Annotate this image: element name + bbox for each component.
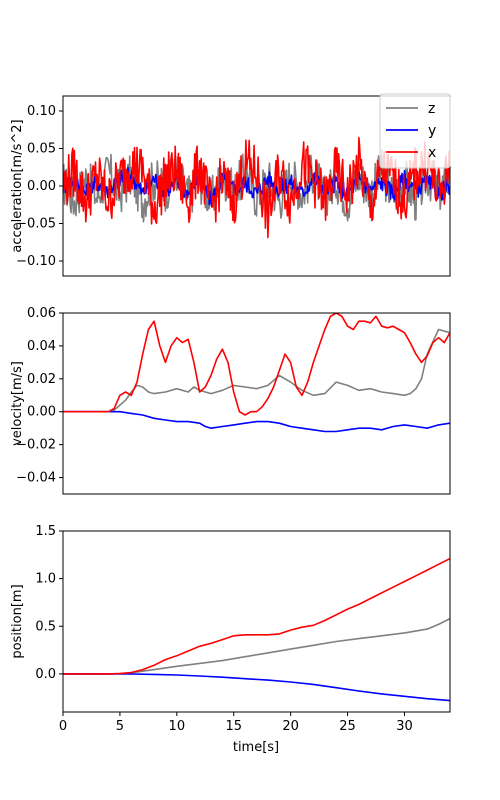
x-tick-label: 0 (59, 719, 67, 734)
y-tick-label: 0.00 (27, 405, 56, 420)
y-axis-label: position[m] (10, 584, 25, 658)
y-tick-label: −0.10 (16, 254, 56, 269)
x-axis-label: time[s] (233, 740, 279, 755)
y-tick-label: 0.02 (27, 372, 56, 387)
y-tick-label: 1.0 (35, 572, 56, 587)
y-tick-label: 0.0 (35, 667, 56, 682)
legend: zyx (379, 93, 451, 169)
legend-label-x: x (428, 145, 436, 161)
y-axis-label: acceleration[m/s^2] (10, 119, 25, 252)
series-line-x (63, 313, 450, 416)
plot-frame (62, 312, 451, 495)
x-tick-label: 15 (225, 719, 242, 734)
series-line-z (63, 617, 450, 675)
y-tick-label: 0.05 (27, 142, 56, 157)
y-tick-label: 0.06 (27, 306, 56, 321)
plot-frame (62, 530, 451, 713)
series-line-x (63, 136, 450, 239)
x-tick-label: 30 (396, 719, 413, 734)
acceleration-panel: −0.10 −0.05 0.00 0.05 0.10acceleration[m/s^2… (10, 93, 451, 277)
x-tick-label: 20 (282, 719, 299, 734)
x-tick-label: 25 (339, 719, 356, 734)
x-tick-label: 10 (169, 719, 186, 734)
series-line-x (63, 557, 450, 675)
y-tick-label: 0.00 (27, 179, 56, 194)
y-tick-label: −0.02 (16, 438, 56, 453)
series-line-y (63, 673, 450, 702)
position-panel: 0.0 0.5 1.0 1.5 0 5 10 15 20 25 30 position[m] (10, 524, 451, 734)
velocity-panel: −0.04 −0.02 0.00 0.02 0.04 0.06 velocity[m/s] (10, 306, 451, 495)
series-line-y (63, 410, 450, 433)
y-tick-label: −0.04 (16, 471, 56, 486)
legend-label-y: y (428, 123, 436, 139)
x-tick-label: 5 (116, 719, 124, 734)
y-axis-label: velocity[m/s] (10, 361, 25, 446)
series-line-z (63, 328, 450, 413)
y-tick-label: 0.10 (27, 104, 56, 119)
y-tick-label: −0.05 (16, 217, 56, 232)
y-tick-label: 0.04 (27, 339, 56, 354)
y-tick-label: 1.5 (35, 524, 56, 539)
legend-label-z: z (428, 101, 435, 117)
y-tick-label: 0.5 (35, 619, 56, 634)
